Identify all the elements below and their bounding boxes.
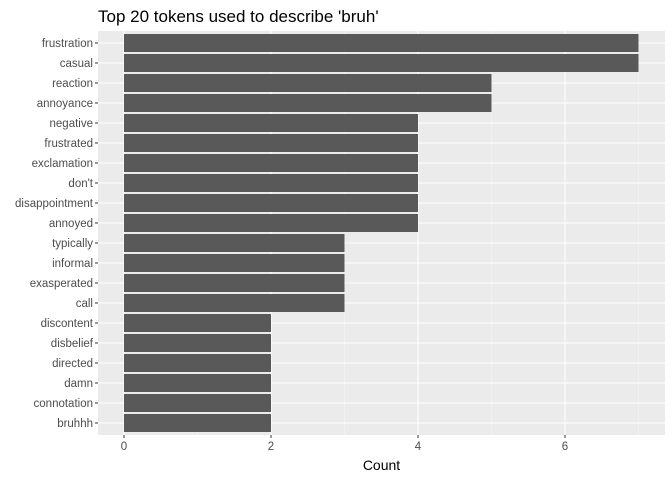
bar-reaction	[124, 74, 492, 92]
y-tick-label: damn	[64, 378, 93, 390]
y-tick-label: annoyance	[37, 98, 93, 110]
y-tick-label: reaction	[52, 78, 93, 90]
y-tick-label: negative	[50, 118, 93, 130]
bar-discontent	[124, 314, 271, 332]
bar-damn	[124, 374, 271, 392]
bar-typically	[124, 234, 345, 252]
bars	[124, 34, 639, 432]
y-tick-label: directed	[52, 358, 93, 370]
y-tick-label: call	[76, 298, 93, 310]
y-tick-label: informal	[52, 258, 93, 270]
x-axis-label: Count	[363, 457, 400, 473]
bar-disbelief	[124, 334, 271, 352]
y-tick-label: exasperated	[30, 278, 93, 290]
y-tick-label: don't	[68, 178, 93, 190]
y-tick-label: typically	[52, 238, 93, 250]
bar-bruhhh	[124, 414, 271, 432]
x-axis: 0 2 4 6	[121, 435, 568, 453]
bar-connotation	[124, 394, 271, 412]
y-tick-label: connotation	[34, 398, 93, 410]
x-tick-label: 4	[415, 441, 422, 453]
y-tick-label: annoyed	[49, 218, 93, 230]
y-tick-label: exclamation	[32, 158, 93, 170]
chart-title: Top 20 tokens used to describe 'bruh'	[98, 7, 379, 26]
bar-call	[124, 294, 345, 312]
y-tick-label: frustrated	[44, 138, 93, 150]
bar-annoyed	[124, 214, 418, 232]
y-axis: frustration casual reaction annoyance negati…	[15, 38, 98, 430]
x-tick-label: 0	[121, 441, 127, 453]
bar-exclamation	[124, 154, 418, 172]
y-tick-label: bruhhh	[57, 418, 93, 430]
y-tick-label: disbelief	[51, 338, 94, 350]
y-tick-label: casual	[60, 58, 93, 70]
bar-informal	[124, 254, 345, 272]
bar-directed	[124, 354, 271, 372]
x-tick-label: 2	[268, 441, 274, 453]
y-tick-label: disappointment	[15, 198, 94, 210]
bar-casual	[124, 54, 639, 72]
bar-frustration	[124, 34, 639, 52]
y-tick-label: discontent	[41, 318, 94, 330]
bar-annoyance	[124, 94, 492, 112]
bar-frustrated	[124, 134, 418, 152]
bar-negative	[124, 114, 418, 132]
bar-don-t	[124, 174, 418, 192]
bar-disappointment	[124, 194, 418, 212]
x-tick-label: 6	[562, 441, 568, 453]
y-tick-label: frustration	[42, 38, 93, 50]
bar-exasperated	[124, 274, 345, 292]
